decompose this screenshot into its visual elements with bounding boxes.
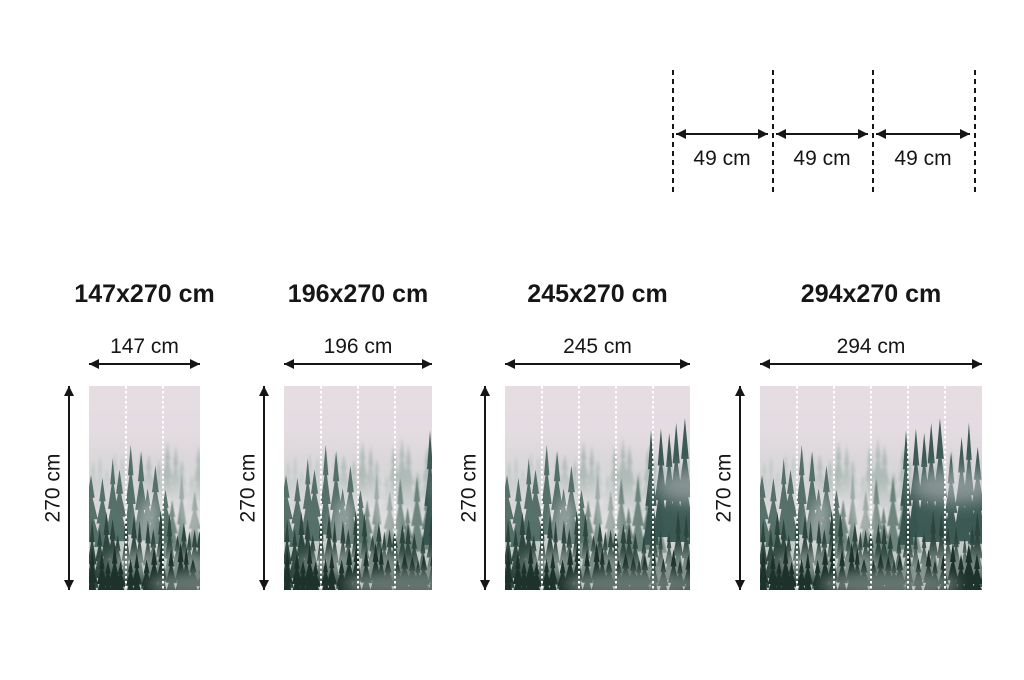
- panel-seam-line: [615, 386, 618, 594]
- width-arrow: [505, 359, 690, 369]
- height-arrow: [480, 386, 490, 590]
- panel-seam-line: [796, 386, 799, 594]
- mural-height-label: 270 cm: [41, 453, 65, 523]
- forest-mural-preview: [89, 386, 200, 594]
- panel-segment: 49 cm: [774, 70, 870, 196]
- mural-size-option-196x270: 196x270 cm 196 cm 270 cm: [214, 279, 502, 619]
- height-arrow: [64, 386, 74, 590]
- mural-size-option-294x270: 294x270 cm 294 cm 270 cm: [690, 279, 1024, 619]
- forest-image: [89, 386, 200, 590]
- panel-seam-line: [833, 386, 836, 594]
- panel-segment: 49 cm: [674, 70, 770, 196]
- panel-seam-line: [357, 386, 360, 594]
- forest-mural-preview: [760, 386, 982, 594]
- segment-width-arrow: [776, 129, 868, 139]
- mural-size-option-147x270: 147x270 cm 147 cm 270 cm: [19, 279, 270, 619]
- width-arrow: [89, 359, 200, 369]
- panel-seam-line: [125, 386, 128, 594]
- mural-size-title: 196x270 cm: [287, 280, 429, 308]
- mural-width-label: 147 cm: [110, 335, 179, 358]
- panel-seam-line: [320, 386, 323, 594]
- segment-width-arrow: [676, 129, 768, 139]
- mural-width-label: 245 cm: [563, 335, 632, 358]
- panel-segment: 49 cm: [874, 70, 972, 196]
- panel-seam-line: [944, 386, 947, 594]
- dashed-guide-line: [872, 70, 874, 196]
- panel-width-diagram: 49 cm 49 cm 49 cm: [672, 70, 976, 196]
- panel-seam-line: [162, 386, 165, 594]
- mural-height-label: 270 cm: [457, 453, 481, 523]
- mural-size-title: 245x270 cm: [527, 280, 668, 308]
- dashed-guide-line: [974, 70, 976, 196]
- forest-mural-preview: [284, 386, 432, 594]
- mural-height-label: 270 cm: [236, 453, 260, 523]
- mural-width-label: 196 cm: [323, 335, 393, 358]
- panel-seam-line: [541, 386, 544, 594]
- mural-height-label: 270 cm: [712, 453, 736, 523]
- dashed-guide-line: [772, 70, 774, 196]
- panel-seam-line: [870, 386, 873, 594]
- mural-width-label: 294 cm: [836, 335, 906, 358]
- panel-seam-line: [394, 386, 397, 594]
- segment-width-label: 49 cm: [793, 147, 851, 170]
- panel-seam-line: [652, 386, 655, 594]
- mural-size-title: 294x270 cm: [800, 280, 942, 308]
- mural-size-title: 147x270 cm: [74, 280, 215, 308]
- height-arrow: [259, 386, 269, 590]
- forest-image: [505, 386, 690, 590]
- segment-width-label: 49 cm: [894, 147, 952, 170]
- forest-mural-preview: [505, 386, 690, 594]
- width-arrow: [760, 359, 982, 369]
- segment-width-arrow: [876, 129, 970, 139]
- panel-seam-line: [907, 386, 910, 594]
- height-arrow: [735, 386, 745, 590]
- panel-seam-line: [578, 386, 581, 594]
- dashed-guide-line: [672, 70, 674, 196]
- mural-size-option-245x270: 245x270 cm 245 cm 270 cm: [435, 279, 760, 619]
- segment-width-label: 49 cm: [693, 147, 751, 170]
- width-arrow: [284, 359, 432, 369]
